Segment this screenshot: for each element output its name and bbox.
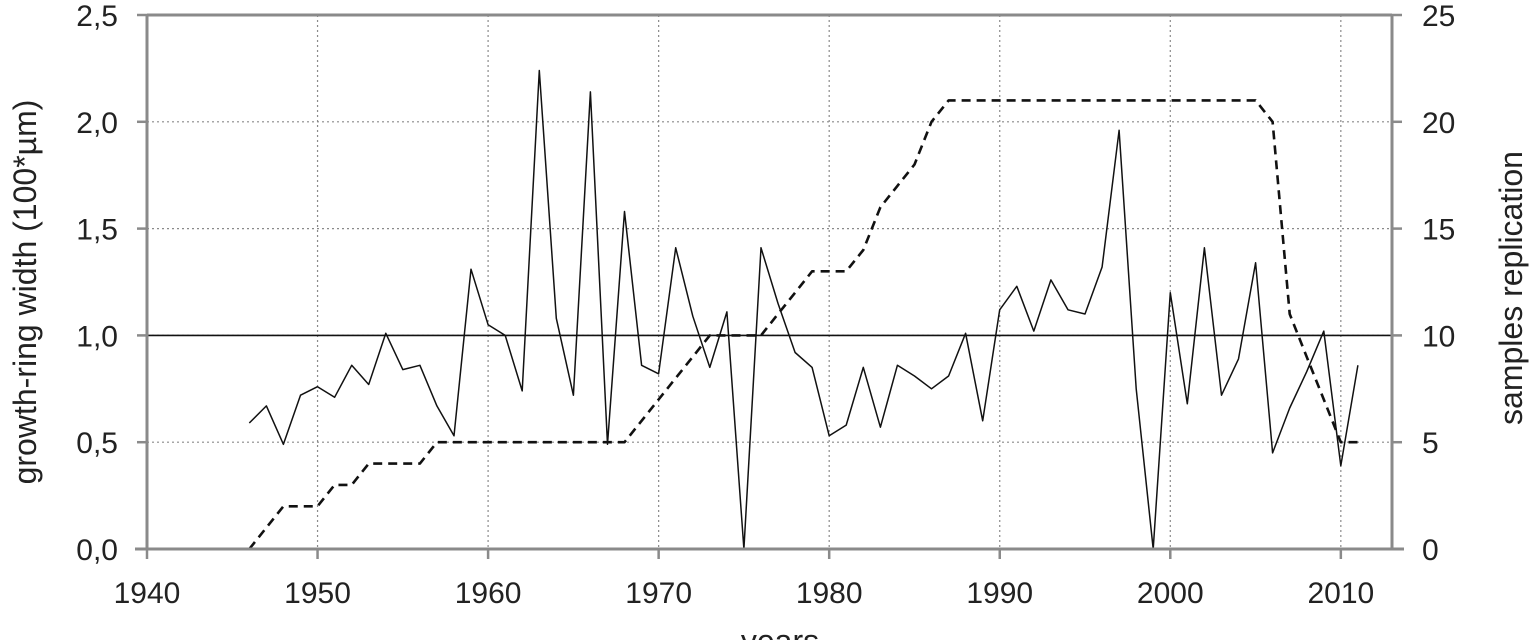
growth-ring-width-line xyxy=(248,69,1359,550)
x-tick-label: 1950 xyxy=(284,577,351,610)
y-left-tick-label: 1,5 xyxy=(76,214,118,247)
y-left-tick-label: 0,0 xyxy=(76,534,118,567)
x-tick-label: 1990 xyxy=(966,577,1033,610)
x-tick-label: 1940 xyxy=(114,577,181,610)
y-right-tick-label: 10 xyxy=(1422,320,1455,353)
x-tick-label: 1960 xyxy=(455,577,522,610)
series-lines xyxy=(248,69,1359,550)
x-tick-label: 1970 xyxy=(625,577,692,610)
axes xyxy=(135,13,1404,559)
y-right-tick-label: 0 xyxy=(1422,534,1439,567)
y-right-axis-title: samples replication xyxy=(1493,151,1529,425)
y-left-tick-label: 2,0 xyxy=(76,107,118,140)
samples-replication-line xyxy=(248,99,1358,550)
x-tick-label: 2000 xyxy=(1137,577,1204,610)
y-left-tick-label: 2,5 xyxy=(76,0,118,33)
y-right-tick-label: 5 xyxy=(1422,427,1439,460)
tick-labels: 1940 1950 1960 1970 1980 1990 2000 20100,00,51,… xyxy=(76,0,1455,610)
y-right-tick-label: 15 xyxy=(1422,214,1455,247)
x-tick-label: 1980 xyxy=(796,577,863,610)
x-axis-title: years xyxy=(741,623,819,640)
y-right-tick-label: 25 xyxy=(1422,0,1455,33)
y-left-tick-label: 1,0 xyxy=(76,320,118,353)
x-tick-label: 2010 xyxy=(1307,577,1374,610)
y-right-tick-label: 20 xyxy=(1422,107,1455,140)
y-left-axis-title: growth-ring width (100*µm) xyxy=(7,100,43,485)
grid-lines xyxy=(147,15,1392,549)
y-left-tick-label: 0,5 xyxy=(76,427,118,460)
